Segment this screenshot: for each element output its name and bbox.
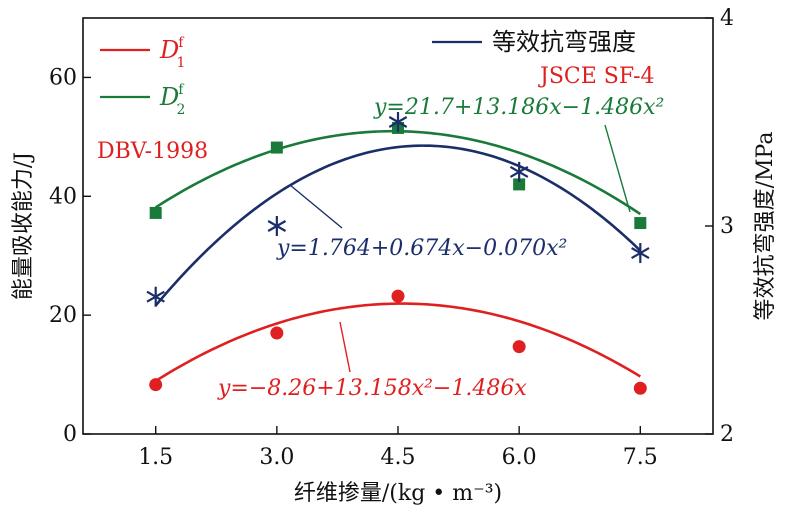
- data-point-d2: [634, 217, 647, 230]
- data-point-d1: [633, 381, 647, 395]
- left-tick-label: 20: [49, 303, 77, 328]
- data-point-fe: [146, 286, 165, 307]
- data-point-fe: [509, 161, 529, 182]
- right-axis-ticks: 2 3 4: [705, 6, 734, 447]
- right-tick-label: 3: [720, 214, 734, 239]
- x-axis-title: 纤维掺量/(kg • m⁻³): [294, 481, 502, 506]
- standard-label-dbv: DBV-1998: [97, 139, 208, 164]
- data-point-fe: [388, 112, 408, 132]
- x-tick-label: 4.5: [381, 445, 416, 470]
- equation-fe: y=1.764+0.674x−0.070x²: [276, 236, 567, 261]
- data-point-d2: [149, 206, 162, 219]
- data-point-fe: [267, 216, 287, 236]
- x-tick-label: 1.5: [138, 445, 173, 470]
- left-tick-label: 40: [49, 184, 77, 209]
- fit-curve-fe: [154, 144, 642, 307]
- y-axis-right-title: 等效抗弯强度/MPa: [753, 132, 778, 321]
- equation-d2: y=21.7+13.186x−1.486x²: [373, 95, 664, 120]
- data-markers: [146, 112, 650, 395]
- left-tick-label: 60: [49, 65, 77, 90]
- equation-d1: y=−8.26+13.158x²−1.486x: [217, 376, 527, 401]
- fit-curve-d2: [154, 129, 642, 216]
- leader-d2: [604, 124, 631, 213]
- right-tick-label: 4: [720, 6, 734, 31]
- legend-label-fe: 等效抗弯强度: [492, 28, 636, 56]
- x-tick-label: 7.5: [623, 445, 658, 470]
- fit-curve-d1: [155, 302, 641, 383]
- x-axis-ticks: 1.5 3.0 4.5 6.0 7.5: [138, 426, 658, 470]
- leader-fe: [289, 184, 343, 229]
- data-point-d1: [391, 289, 405, 303]
- left-tick-label: 0: [63, 422, 77, 447]
- x-tick-label: 3.0: [259, 445, 294, 470]
- y-axis-left-title: 能量吸收能力/J: [11, 152, 36, 300]
- data-point-d1: [149, 378, 163, 392]
- leader-d1: [339, 321, 351, 373]
- data-point-d2: [513, 178, 526, 191]
- legend-label-d1: Df 1: [159, 35, 185, 71]
- x-tick-label: 6.0: [502, 445, 537, 470]
- legend: Df 1 Df 2 等效抗弯强度: [100, 28, 636, 118]
- data-point-d1: [270, 326, 284, 340]
- left-axis-ticks: 0 20 40 60: [49, 65, 91, 447]
- data-point-d2: [270, 141, 283, 154]
- legend-label-d2: Df 2: [159, 82, 185, 118]
- data-point-d1: [512, 340, 526, 354]
- data-point-fe: [631, 243, 650, 264]
- standard-label-jsce: JSCE SF-4: [538, 64, 655, 89]
- right-tick-label: 2: [720, 422, 734, 447]
